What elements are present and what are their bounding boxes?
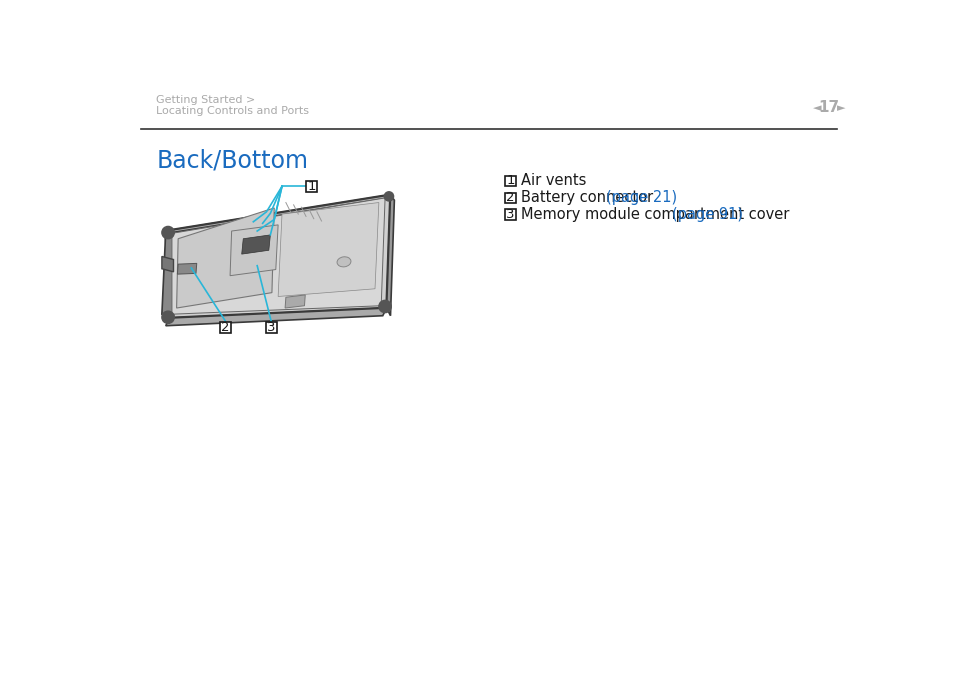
Text: Air vents: Air vents [520, 173, 585, 189]
Circle shape [162, 226, 174, 239]
Polygon shape [176, 208, 274, 308]
Circle shape [378, 301, 391, 313]
Text: Getting Started >: Getting Started > [156, 95, 255, 104]
FancyBboxPatch shape [505, 210, 516, 220]
Text: 2: 2 [506, 191, 515, 204]
Text: (page 21): (page 21) [605, 191, 677, 206]
Text: ►: ► [836, 103, 844, 113]
Polygon shape [162, 256, 173, 272]
Polygon shape [166, 195, 390, 233]
Text: Locating Controls and Ports: Locating Controls and Ports [156, 106, 309, 117]
FancyBboxPatch shape [505, 193, 516, 204]
Text: 3: 3 [506, 208, 515, 221]
Text: 17: 17 [818, 100, 839, 115]
FancyBboxPatch shape [220, 322, 231, 333]
Polygon shape [278, 203, 378, 297]
Polygon shape [177, 264, 196, 274]
Text: Back/Bottom: Back/Bottom [156, 149, 308, 173]
Polygon shape [241, 235, 270, 254]
Polygon shape [285, 295, 305, 308]
Ellipse shape [336, 257, 351, 267]
Text: 1: 1 [307, 180, 315, 193]
Text: 3: 3 [267, 321, 275, 334]
Polygon shape [162, 231, 177, 318]
FancyBboxPatch shape [266, 322, 276, 333]
Text: ◄: ◄ [812, 103, 821, 113]
Polygon shape [166, 195, 390, 318]
Polygon shape [166, 308, 386, 326]
Polygon shape [230, 225, 278, 276]
Polygon shape [386, 195, 394, 315]
FancyBboxPatch shape [505, 176, 516, 187]
Text: Memory module compartment cover: Memory module compartment cover [520, 208, 793, 222]
Circle shape [162, 311, 174, 324]
Text: (page 91): (page 91) [671, 208, 742, 222]
Text: 1: 1 [506, 175, 515, 187]
FancyBboxPatch shape [306, 181, 316, 192]
Circle shape [384, 192, 394, 201]
Polygon shape [172, 198, 385, 314]
Text: 2: 2 [221, 321, 230, 334]
Text: Battery connector: Battery connector [520, 191, 657, 206]
